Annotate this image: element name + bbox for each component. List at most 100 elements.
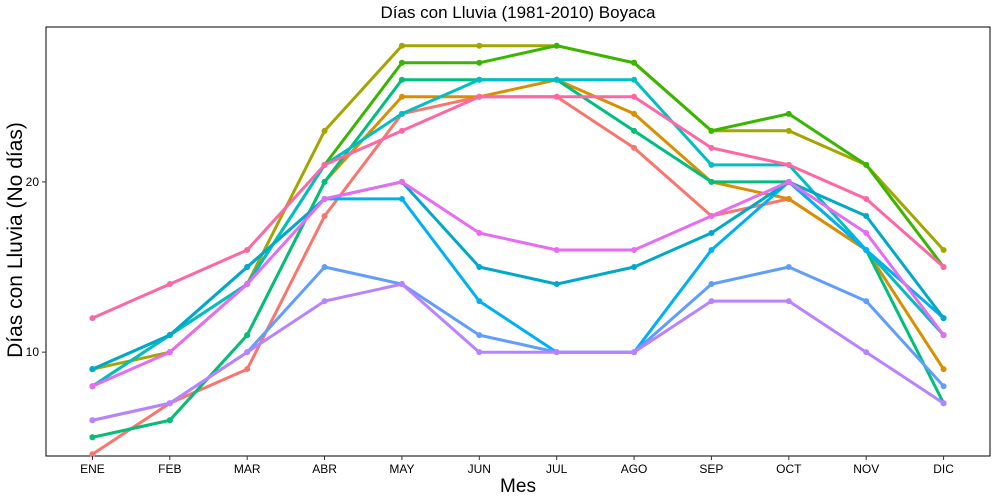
data-point xyxy=(708,161,715,168)
data-point xyxy=(89,383,96,390)
data-point xyxy=(321,178,328,185)
data-point xyxy=(785,298,792,305)
x-tick-label: NOV xyxy=(853,462,879,476)
data-point xyxy=(631,93,638,100)
data-point xyxy=(631,59,638,66)
data-point xyxy=(785,161,792,168)
x-tick-label: ABR xyxy=(312,462,337,476)
data-point xyxy=(863,161,870,168)
series-line xyxy=(90,95,946,320)
data-point xyxy=(553,93,560,100)
data-point xyxy=(89,434,96,441)
data-point xyxy=(476,349,483,356)
data-point xyxy=(89,451,96,458)
data-point xyxy=(863,229,870,236)
data-point xyxy=(321,298,328,305)
x-tick-label: ENE xyxy=(80,462,105,476)
data-point xyxy=(708,298,715,305)
x-tick-label: JUL xyxy=(546,462,568,476)
data-point xyxy=(398,281,405,288)
data-point xyxy=(553,42,560,49)
data-point xyxy=(863,349,870,356)
data-point xyxy=(631,247,638,254)
data-point xyxy=(244,332,251,339)
series-11 xyxy=(89,178,947,390)
data-point xyxy=(940,383,947,390)
data-point xyxy=(244,349,251,356)
y-tick-label: 20 xyxy=(26,175,40,189)
data-point xyxy=(553,349,560,356)
series-line xyxy=(90,180,946,388)
x-axis-label: Mes xyxy=(500,476,536,497)
series-line xyxy=(90,78,946,388)
data-point xyxy=(708,127,715,134)
data-point xyxy=(166,332,173,339)
data-point xyxy=(553,76,560,83)
data-point xyxy=(89,366,96,373)
data-point xyxy=(398,93,405,100)
data-point xyxy=(398,195,405,202)
data-point xyxy=(785,195,792,202)
data-point xyxy=(785,127,792,134)
series-line xyxy=(90,180,946,371)
x-tick-label: MAY xyxy=(389,462,414,476)
data-point xyxy=(863,195,870,202)
data-point xyxy=(398,127,405,134)
data-point xyxy=(398,76,405,83)
data-point xyxy=(708,212,715,219)
data-point xyxy=(785,264,792,271)
data-point xyxy=(89,315,96,322)
data-point xyxy=(166,281,173,288)
data-point xyxy=(244,247,251,254)
data-point xyxy=(244,366,251,373)
axis-layer: ENE FEB MAR ABR MAY JUN JUL AGO SEP OCT NOV DIC 10 20 xyxy=(26,175,955,476)
data-point xyxy=(863,247,870,254)
data-point xyxy=(321,161,328,168)
data-point xyxy=(244,264,251,271)
data-point xyxy=(863,298,870,305)
data-point xyxy=(166,349,173,356)
data-point xyxy=(785,110,792,117)
chart-title: Días con Lluvia (1981-2010) Boyaca xyxy=(380,3,656,22)
data-point xyxy=(321,212,328,219)
data-point xyxy=(631,127,638,134)
x-tick-label: OCT xyxy=(776,462,802,476)
series-10 xyxy=(89,281,947,424)
data-point xyxy=(398,178,405,185)
data-point xyxy=(476,264,483,271)
data-point xyxy=(476,93,483,100)
data-point xyxy=(631,110,638,117)
data-point xyxy=(940,264,947,271)
series-line xyxy=(90,282,946,422)
data-point xyxy=(708,178,715,185)
data-point xyxy=(166,417,173,424)
data-point xyxy=(708,281,715,288)
series-8 xyxy=(89,178,947,373)
data-point xyxy=(940,400,947,407)
x-tick-label: FEB xyxy=(158,462,181,476)
data-point xyxy=(631,144,638,151)
y-axis-label: Días con Lluvia (No días) xyxy=(4,122,27,358)
data-point xyxy=(785,178,792,185)
data-point xyxy=(631,264,638,271)
x-tick-label: AGO xyxy=(621,462,648,476)
data-point xyxy=(166,400,173,407)
data-point xyxy=(708,247,715,254)
data-point xyxy=(476,42,483,49)
data-point xyxy=(476,332,483,339)
data-point xyxy=(244,281,251,288)
data-point xyxy=(476,59,483,66)
data-point xyxy=(553,281,560,288)
data-point xyxy=(940,332,947,339)
data-point xyxy=(631,76,638,83)
data-point xyxy=(940,247,947,254)
x-tick-label: DIC xyxy=(933,462,954,476)
data-point xyxy=(321,195,328,202)
data-point xyxy=(398,42,405,49)
data-point xyxy=(89,417,96,424)
data-point xyxy=(940,315,947,322)
data-point xyxy=(321,127,328,134)
data-point xyxy=(398,59,405,66)
y-tick-label: 10 xyxy=(26,345,40,359)
data-point xyxy=(863,212,870,219)
